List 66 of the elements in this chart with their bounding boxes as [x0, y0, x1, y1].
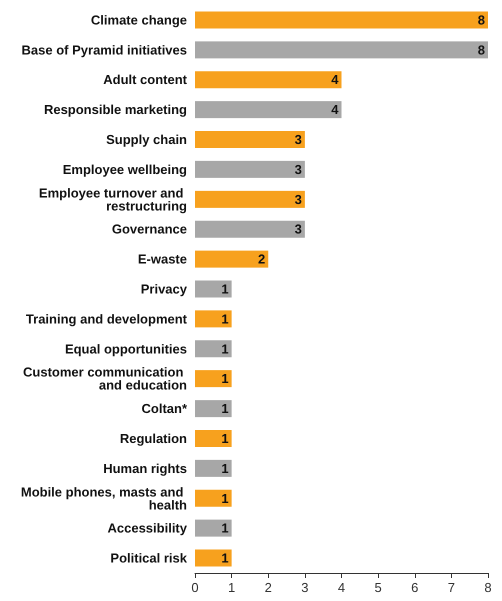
y-tick-label: Regulation	[120, 430, 188, 446]
bar	[195, 101, 342, 118]
data-label: 1	[221, 490, 229, 506]
y-tick-label: Employee turnover and restructuring	[38, 185, 188, 214]
data-label: 8	[478, 12, 485, 28]
y-tick-label: Accessibility	[108, 520, 188, 536]
bar	[195, 310, 232, 328]
y-tick-label: Privacy	[140, 282, 188, 296]
data-label: 4	[331, 72, 340, 88]
bar	[195, 11, 488, 28]
data-label: 3	[294, 162, 302, 177]
x-tick-label: 3	[301, 580, 308, 595]
bar	[195, 131, 305, 148]
data-label: 3	[294, 132, 302, 148]
data-label: 1	[221, 311, 229, 326]
y-tick-label: Supply chain	[106, 132, 188, 148]
bar	[195, 370, 232, 388]
data-label: 8	[478, 42, 485, 58]
x-tick-label: 7	[448, 580, 455, 595]
data-label: 1	[221, 430, 229, 446]
data-label: 1	[221, 550, 229, 566]
y-tick-label: Governance	[112, 222, 187, 237]
bar	[195, 400, 232, 418]
x-tick-label: 8	[484, 580, 492, 595]
data-label: 3	[294, 222, 302, 237]
data-label: 3	[294, 192, 302, 207]
x-tick-label: 2	[264, 580, 272, 595]
data-label: 1	[221, 282, 229, 296]
x-tick-label: 5	[374, 580, 382, 595]
bar	[195, 430, 232, 447]
x-tick-label: 0	[191, 580, 199, 595]
y-tick-label: Coltan*	[142, 401, 188, 416]
x-tick-label: 1	[228, 580, 236, 595]
y-tick-label: Human rights	[103, 460, 187, 476]
data-label: 1	[221, 341, 229, 356]
y-tick-label: E-waste	[138, 252, 187, 267]
bar	[195, 160, 305, 178]
y-tick-label: Political risk	[110, 550, 188, 566]
bar	[195, 460, 232, 477]
y-tick-label: Adult content	[103, 72, 188, 88]
data-label: 4	[331, 102, 340, 118]
y-tick-label: Responsible marketing	[44, 102, 188, 118]
x-tick-label: 6	[411, 580, 418, 595]
bar	[195, 340, 232, 358]
bar	[195, 550, 232, 567]
bar	[195, 41, 488, 58]
bar	[195, 280, 232, 298]
y-tick-label: Training and development	[26, 311, 188, 326]
bar	[195, 190, 305, 208]
bar	[195, 250, 268, 268]
data-label: 1	[221, 520, 229, 536]
data-label: 1	[221, 401, 229, 416]
bar	[195, 71, 342, 88]
data-label: 1	[221, 371, 229, 386]
data-label: 1	[221, 460, 229, 476]
bar	[195, 490, 232, 507]
y-tick-label: Employee wellbeing	[62, 162, 188, 177]
bar	[195, 520, 232, 537]
y-tick-label: Climate change	[90, 12, 187, 28]
y-tick-label: Customer communication and education	[23, 364, 188, 393]
y-tick-label: Mobile phones, masts and health	[20, 484, 188, 512]
data-label: 2	[258, 252, 266, 267]
x-tick-label: 4	[338, 580, 346, 595]
bar	[195, 220, 305, 238]
y-tick-label: Equal opportunities	[64, 341, 187, 356]
y-tick-label: Base of Pyramid initiatives	[22, 42, 187, 58]
